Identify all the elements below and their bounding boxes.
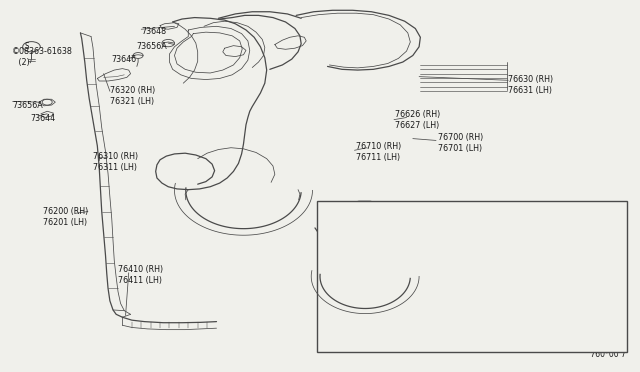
Text: 76626 (RH)
76627 (LH): 76626 (RH) 76627 (LH)	[396, 110, 440, 131]
Text: 73644: 73644	[30, 114, 55, 123]
Text: 76630 (RH)
76631 (LH): 76630 (RH) 76631 (LH)	[559, 232, 605, 253]
Text: 76622 (RH)
76623 (LH): 76622 (RH) 76623 (LH)	[483, 257, 529, 277]
Text: S: S	[25, 42, 29, 51]
Text: 76410 (RH)
76411 (LH): 76410 (RH) 76411 (LH)	[118, 265, 163, 285]
Text: 76700 (RH)
76701 (LH): 76700 (RH) 76701 (LH)	[438, 133, 483, 153]
Text: HB: HB	[609, 201, 624, 211]
Text: 76200 (RH)
76201 (LH): 76200 (RH) 76201 (LH)	[43, 207, 88, 227]
Bar	[317, 201, 627, 352]
Text: 76320 (RH)
76321 (LH): 76320 (RH) 76321 (LH)	[110, 86, 155, 106]
Text: 73656A: 73656A	[137, 42, 168, 51]
Text: ©08363-61638
   (2): ©08363-61638 (2)	[12, 46, 72, 67]
Text: 76710 (RH)
76711 (LH): 76710 (RH) 76711 (LH)	[401, 307, 447, 327]
Text: 76710 (RH)
76711 (LH): 76710 (RH) 76711 (LH)	[356, 142, 402, 162]
Text: 77492 (RH)
77493 (LH): 77492 (RH) 77493 (LH)	[483, 234, 529, 254]
Text: 73656A: 73656A	[13, 101, 44, 110]
Text: 73648: 73648	[141, 27, 166, 36]
Text: 76630 (RH)
76631 (LH): 76630 (RH) 76631 (LH)	[508, 76, 554, 96]
Text: ^760*00 7: ^760*00 7	[584, 350, 626, 359]
Text: 73646: 73646	[112, 55, 137, 64]
Text: 76700 (RH)
76701 (LH): 76700 (RH) 76701 (LH)	[494, 288, 540, 308]
Text: 76310 (RH)
76311 (LH): 76310 (RH) 76311 (LH)	[93, 152, 138, 172]
Text: 76364 (RH)
76365 (LH): 76364 (RH) 76365 (LH)	[483, 212, 528, 232]
